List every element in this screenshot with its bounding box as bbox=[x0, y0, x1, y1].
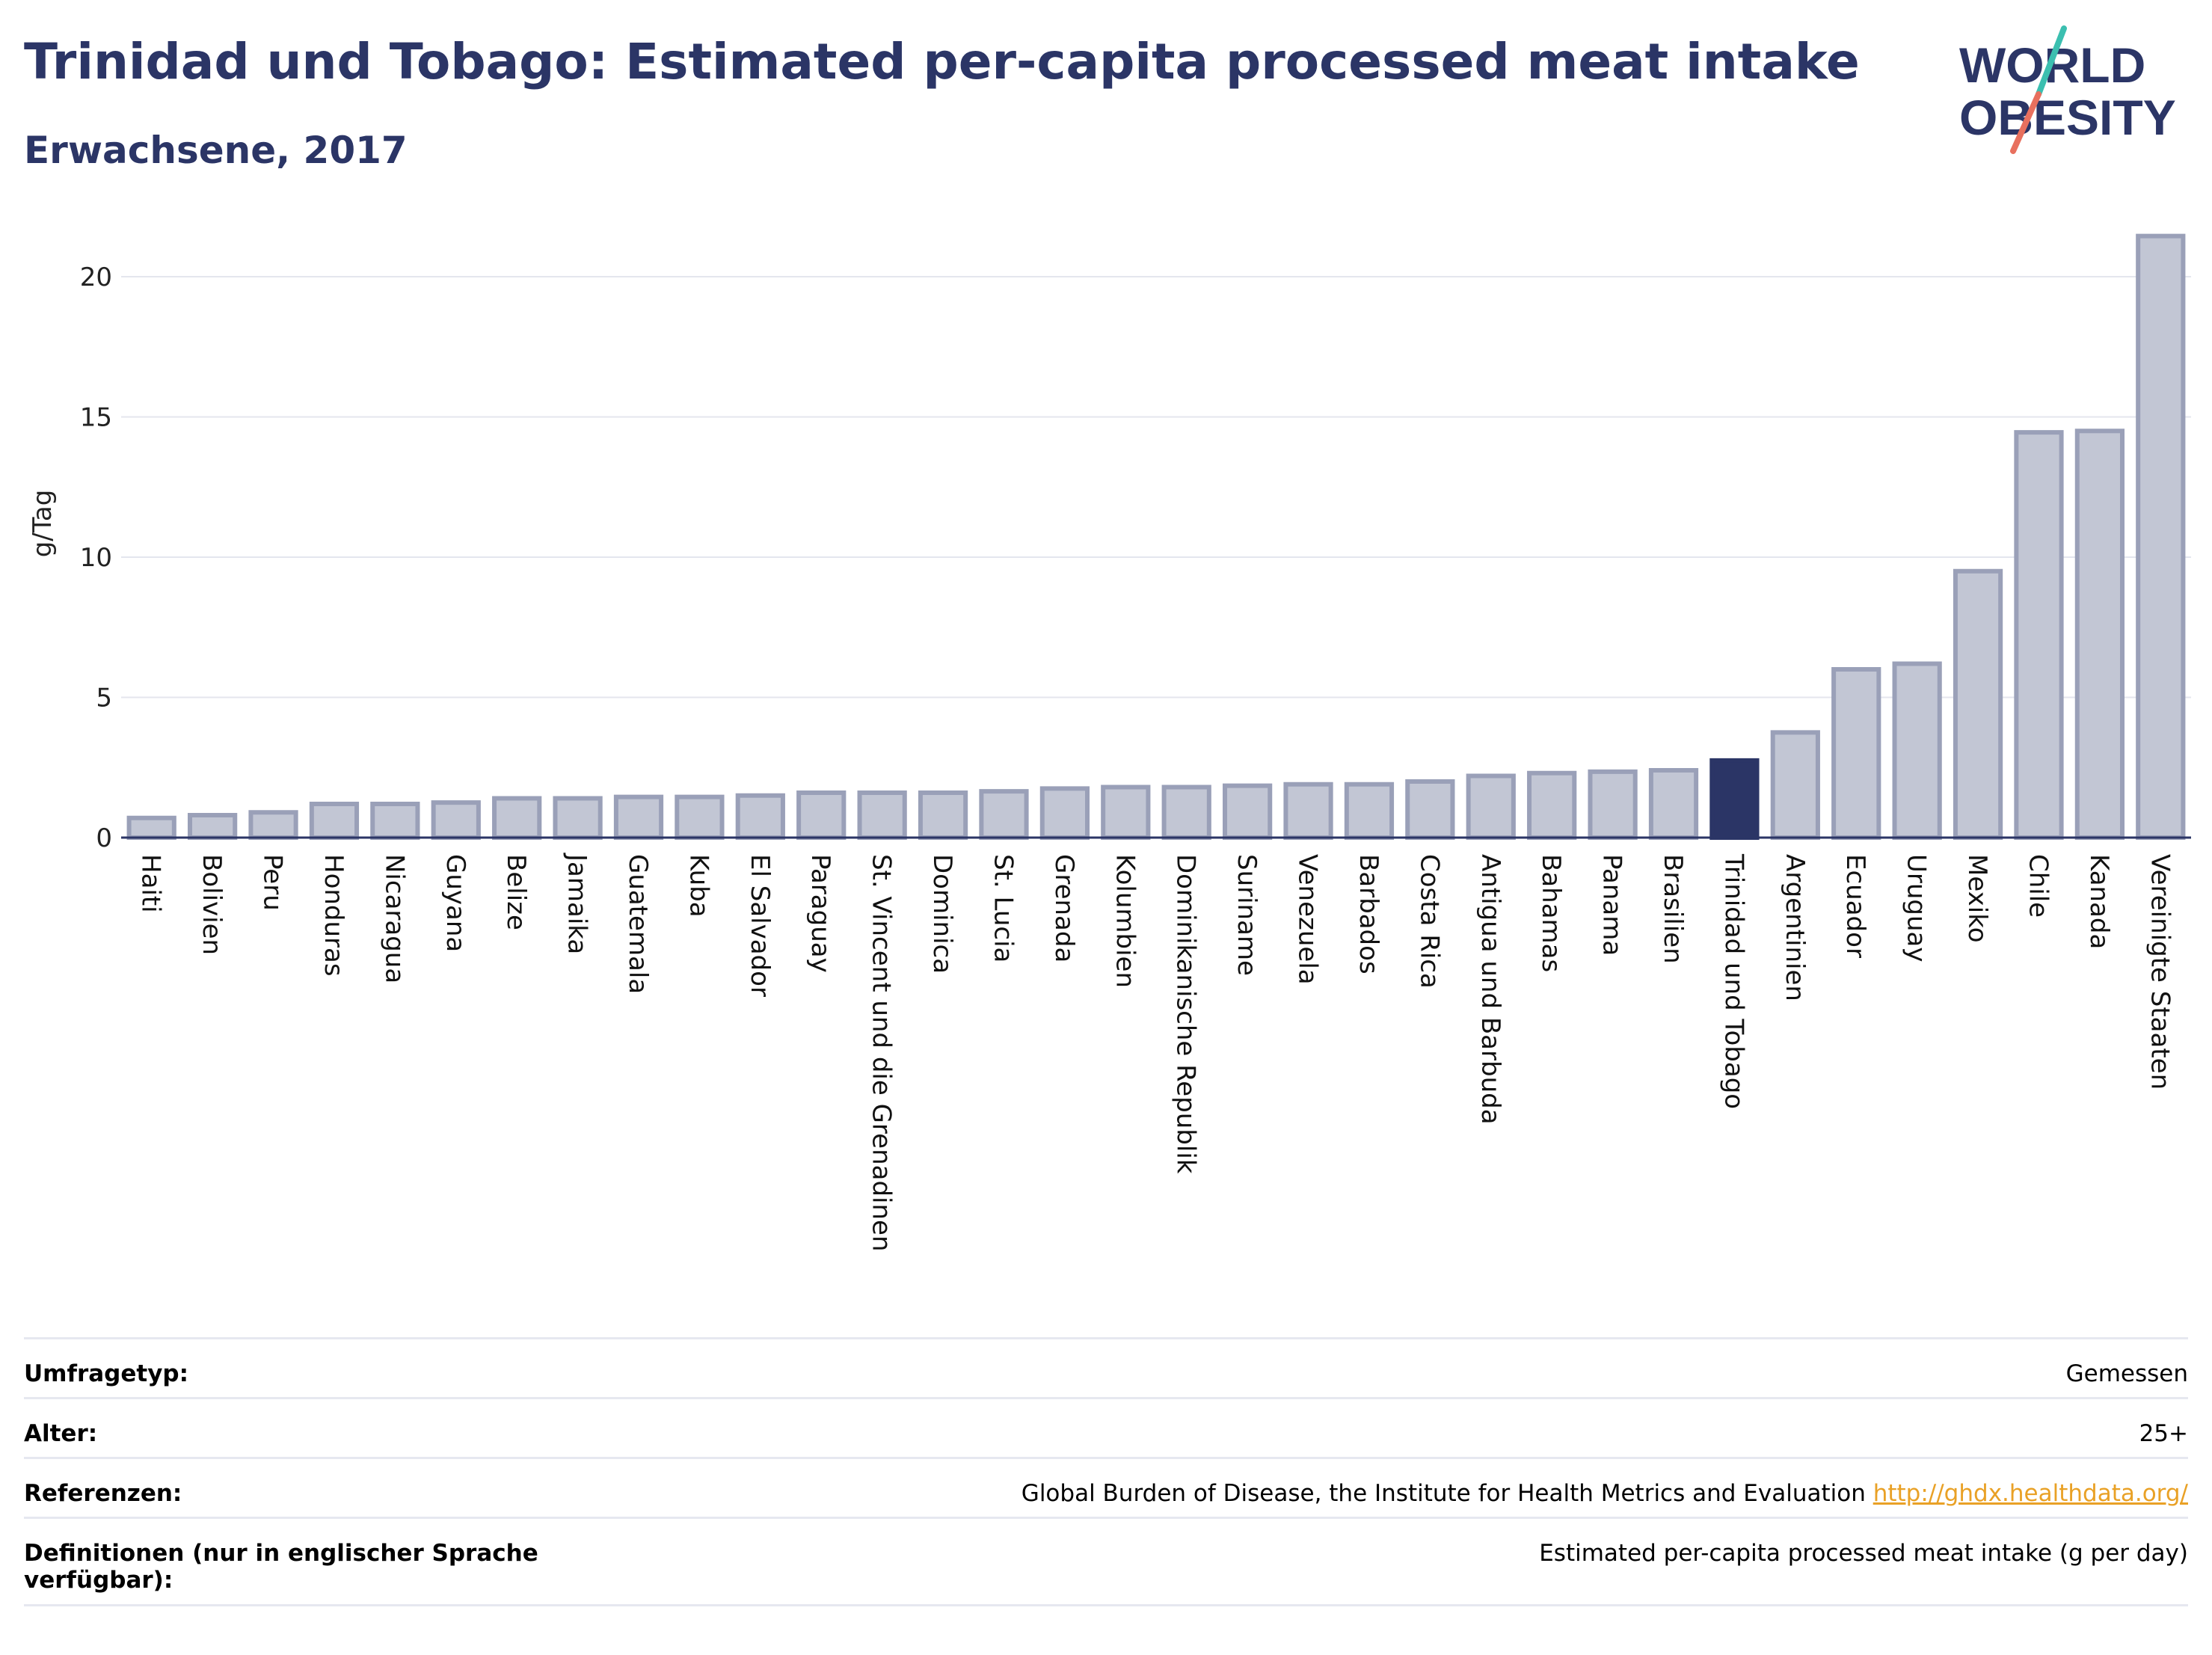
bar-trinidad-und-tobago bbox=[1709, 758, 1760, 840]
axis-ticks: 0 5 10 15 20 Haiti Bolivien Peru Honduras Nicarag… bbox=[80, 262, 2191, 1252]
x-tick-label: Suriname bbox=[1232, 854, 1262, 976]
bar-argentinien bbox=[1770, 730, 1820, 840]
chart-title: Trinidad und Tobago: Estimated per-capit… bbox=[24, 33, 1860, 90]
y-tick-label: 20 bbox=[80, 262, 112, 292]
y-tick-label: 5 bbox=[96, 684, 112, 713]
bar-belize bbox=[492, 796, 542, 840]
reference-link[interactable]: http://ghdx.healthdata.org/ bbox=[1872, 1480, 2188, 1507]
y-tick-label: 0 bbox=[96, 823, 112, 853]
bar-suriname bbox=[1222, 783, 1273, 840]
bar-vereinigte-staaten bbox=[2136, 233, 2186, 840]
info-row: Referenzen: Global Burden of Disease, the… bbox=[24, 1457, 2188, 1517]
x-tick-label: Kolumbien bbox=[1110, 854, 1140, 988]
x-tick-label: Dominikanische Republik bbox=[1171, 854, 1201, 1174]
grid-lines bbox=[121, 276, 2191, 698]
bar-jamaika bbox=[553, 796, 603, 840]
bar-st-vincent-und-die-grenadinen bbox=[857, 790, 907, 840]
x-tick-label: Honduras bbox=[319, 854, 348, 977]
bar-paraguay bbox=[796, 790, 847, 840]
x-tick-label: Bahamas bbox=[1536, 854, 1566, 972]
bar-antigua-und-barbuda bbox=[1466, 773, 1516, 840]
world-obesity-logo: WORLD OBESITY bbox=[1959, 25, 2176, 154]
x-tick-label: Haiti bbox=[136, 854, 166, 913]
x-tick-label: Ecuador bbox=[1840, 854, 1870, 958]
y-axis-label: g/Tag bbox=[28, 490, 58, 558]
x-tick-label: St. Vincent und die Grenadinen bbox=[867, 854, 897, 1252]
info-label: Umfragetyp: bbox=[24, 1360, 188, 1387]
bar-costa-rica bbox=[1405, 779, 1455, 840]
x-tick-label: Mexiko bbox=[1962, 854, 1992, 943]
info-table: Umfragetyp: Gemessen Alter: 25+ Referenzen: G… bbox=[24, 1337, 2188, 1606]
bar-haiti bbox=[126, 815, 176, 840]
x-tick-label: Jamaika bbox=[562, 853, 592, 954]
x-tick-label: Peru bbox=[258, 854, 288, 911]
x-tick-label: Paraguay bbox=[805, 854, 835, 973]
info-label: Definitionen (nur in englischer Sprache … bbox=[24, 1540, 538, 1594]
info-value: Estimated per-capita processed meat inta… bbox=[1539, 1540, 2188, 1567]
info-row: Umfragetyp: Gemessen bbox=[24, 1337, 2188, 1397]
x-tick-label: Chile bbox=[2023, 854, 2053, 918]
x-tick-label: Kuba bbox=[683, 854, 713, 918]
y-tick-label: 10 bbox=[80, 543, 112, 573]
bar-barbados bbox=[1344, 782, 1395, 840]
y-tick-label: 15 bbox=[80, 403, 112, 433]
info-row: Definitionen (nur in englischer Sprache … bbox=[24, 1517, 2188, 1606]
info-row: Alter: 25+ bbox=[24, 1397, 2188, 1457]
bar-uruguay bbox=[1892, 661, 1942, 840]
bar-bolivien bbox=[187, 813, 238, 840]
x-tick-label: Uruguay bbox=[1902, 854, 1932, 962]
x-tick-label: Panama bbox=[1597, 854, 1627, 956]
bar-honduras bbox=[309, 802, 360, 840]
x-tick-label: El Salvador bbox=[745, 854, 775, 997]
bar-peru bbox=[248, 810, 298, 840]
x-tick-label: Guatemala bbox=[623, 854, 653, 994]
bar-dominikanische-republik bbox=[1161, 784, 1211, 840]
x-tick-label: Nicaragua bbox=[379, 854, 409, 983]
logo-slash-teal bbox=[2036, 25, 2067, 97]
x-tick-label: St. Lucia bbox=[988, 854, 1018, 962]
x-tick-label: Antigua und Barbuda bbox=[1475, 854, 1505, 1125]
bar-panama bbox=[1588, 769, 1638, 840]
x-tick-label: Barbados bbox=[1354, 854, 1383, 974]
x-tick-label: Costa Rica bbox=[1414, 854, 1444, 989]
x-tick-label: Belize bbox=[501, 854, 531, 930]
x-tick-label: Grenada bbox=[1049, 854, 1079, 962]
bar-st-lucia bbox=[979, 789, 1029, 840]
chart-subtitle: Erwachsene, 2017 bbox=[24, 129, 408, 172]
bar-kolumbien bbox=[1101, 784, 1151, 840]
bar-kuba bbox=[675, 794, 725, 840]
x-tick-label: Vereinigte Staaten bbox=[2145, 854, 2175, 1090]
bar-brasilien bbox=[1648, 768, 1699, 840]
bar-guatemala bbox=[613, 794, 664, 840]
bar-mexiko bbox=[1953, 568, 2003, 840]
bar-chile bbox=[2014, 430, 2064, 840]
bar-ecuador bbox=[1831, 667, 1881, 840]
x-tick-label: Brasilien bbox=[1658, 854, 1688, 964]
x-tick-label: Bolivien bbox=[197, 854, 227, 955]
bar-bahamas bbox=[1527, 770, 1577, 840]
logo-slash-coral bbox=[2010, 91, 2042, 154]
x-tick-label: Trinidad und Tobago bbox=[1718, 853, 1748, 1109]
info-value: Gemessen bbox=[2065, 1360, 2188, 1387]
bar-nicaragua bbox=[370, 802, 420, 840]
bar-el-salvador bbox=[735, 793, 785, 840]
bar-dominica bbox=[918, 790, 968, 840]
x-tick-label: Argentinien bbox=[1780, 854, 1810, 1001]
bar-venezuela bbox=[1283, 782, 1333, 840]
bar-chart: 0 5 10 15 20 Haiti Bolivien Peru Honduras Nicarag… bbox=[28, 233, 2191, 1252]
info-label: Referenzen: bbox=[24, 1480, 182, 1507]
info-value: Global Burden of Disease, the Institute … bbox=[1021, 1480, 2188, 1507]
bars bbox=[126, 233, 2186, 840]
info-value: 25+ bbox=[2139, 1420, 2188, 1447]
x-tick-label: Dominica bbox=[927, 854, 957, 974]
x-tick-label: Guyana bbox=[440, 854, 470, 952]
bar-kanada bbox=[2074, 429, 2125, 840]
bar-grenada bbox=[1039, 786, 1090, 840]
logo-text-obesity: OBESITY bbox=[1959, 90, 2176, 145]
x-tick-label: Kanada bbox=[2084, 854, 2114, 949]
x-tick-label: Venezuela bbox=[1293, 854, 1323, 985]
info-label: Alter: bbox=[24, 1420, 98, 1447]
bar-guyana bbox=[431, 800, 481, 840]
